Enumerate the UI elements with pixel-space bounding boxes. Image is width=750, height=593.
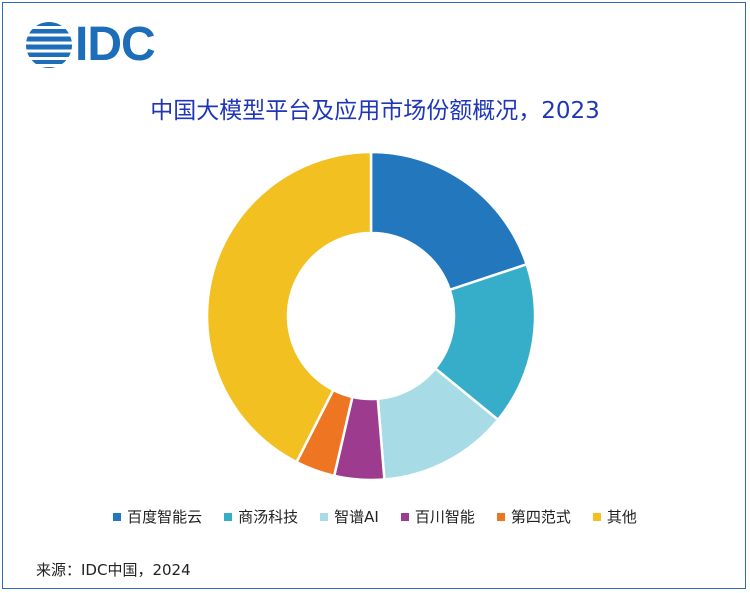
legend-item-0: 百度智能云	[113, 506, 202, 527]
legend-label: 百度智能云	[127, 508, 203, 526]
legend-item-4: 第四范式	[496, 506, 571, 527]
donut-slice-5	[205, 150, 373, 464]
legend-label: 其他	[606, 508, 637, 526]
legend-label: 百川智能	[414, 508, 475, 526]
legend-item-2: 智谱AI	[320, 506, 379, 527]
chart-title: 中国大模型平台及应用市场份额概况，2023	[150, 98, 600, 124]
donut-slice-0	[369, 150, 529, 292]
idc-logo: IDC	[25, 17, 175, 73]
legend-item-5: 其他	[592, 506, 637, 527]
legend-swatch	[224, 512, 233, 521]
donut-slice-1	[433, 262, 537, 422]
idc-logo-globe-icon	[26, 22, 72, 68]
legend-swatch	[496, 512, 505, 521]
legend-label: 第四范式	[510, 508, 571, 526]
legend-swatch	[320, 512, 329, 521]
legend-swatch	[400, 512, 409, 521]
donut-chart	[205, 150, 537, 482]
logo-wordmark: IDC	[75, 18, 156, 71]
legend-item-1: 商汤科技	[224, 506, 298, 527]
legend-label: 商汤科技	[238, 508, 299, 526]
legend-swatch	[592, 512, 601, 521]
legend-item-3: 百川智能	[400, 506, 475, 527]
chart-legend: 百度智能云 商汤科技 智谱AI 百川智能 第四范式 其他	[3, 506, 747, 527]
legend-label: 智谱AI	[334, 508, 379, 526]
legend-swatch	[113, 512, 122, 521]
source-note: 来源：IDC中国，2024	[36, 561, 191, 579]
